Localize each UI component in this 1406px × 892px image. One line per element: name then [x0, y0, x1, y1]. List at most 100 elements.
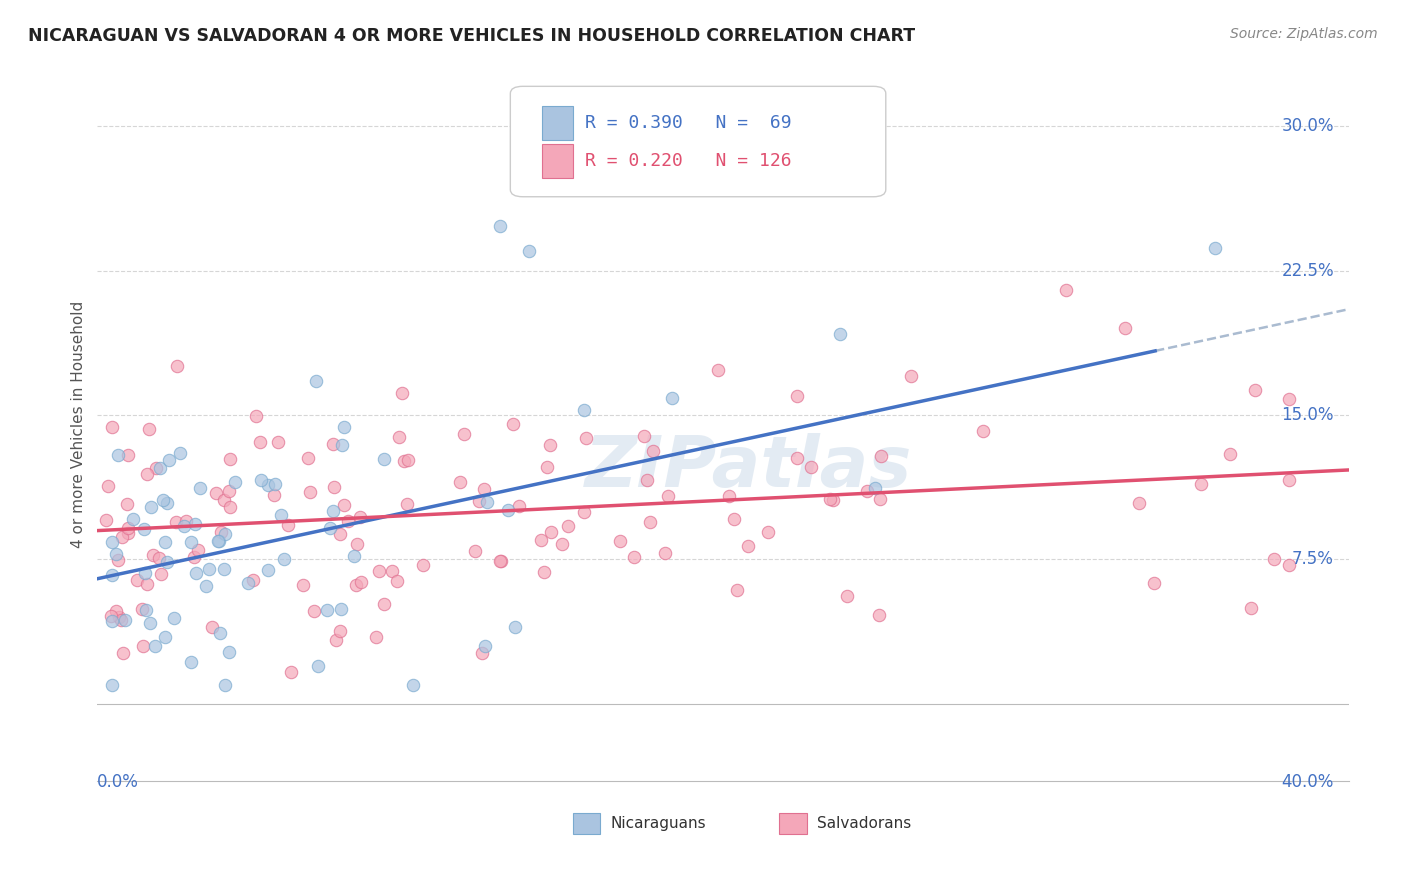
Point [381, 564, 404, 578]
Point [346, 536, 368, 550]
Text: 7.5%: 7.5% [1292, 550, 1334, 568]
Point [1189, 476, 1212, 491]
Point [868, 608, 890, 623]
Point [207, 534, 229, 549]
Point [869, 449, 891, 463]
Point [1219, 447, 1241, 461]
Point [756, 524, 779, 539]
Point [337, 514, 360, 528]
Point [305, 374, 328, 388]
Point [391, 385, 413, 400]
Point [152, 493, 174, 508]
Point [242, 574, 264, 588]
Point [115, 497, 138, 511]
Point [101, 615, 124, 629]
Point [209, 626, 232, 640]
Point [138, 422, 160, 436]
Point [449, 475, 471, 490]
Point [101, 534, 124, 549]
Point [149, 461, 172, 475]
Point [325, 632, 347, 647]
Point [865, 481, 887, 495]
Point [557, 518, 579, 533]
Point [395, 497, 418, 511]
Point [214, 678, 236, 692]
Point [1114, 321, 1136, 335]
Point [800, 460, 823, 475]
Point [373, 597, 395, 611]
Point [136, 577, 159, 591]
Point [201, 620, 224, 634]
Point [538, 437, 561, 451]
Point [207, 534, 229, 549]
Point [657, 489, 679, 503]
Point [218, 645, 240, 659]
Point [101, 567, 124, 582]
Point [1054, 283, 1077, 297]
FancyBboxPatch shape [541, 106, 572, 140]
Point [138, 615, 160, 630]
Point [1128, 496, 1150, 510]
Point [173, 519, 195, 533]
Point [540, 525, 562, 540]
Point [643, 443, 665, 458]
Point [134, 566, 156, 581]
Text: Source: ZipAtlas.com: Source: ZipAtlas.com [1230, 27, 1378, 41]
Point [551, 537, 574, 551]
Point [332, 419, 354, 434]
Point [174, 514, 197, 528]
Point [155, 630, 177, 644]
Point [219, 452, 242, 467]
Point [263, 477, 285, 491]
Point [250, 474, 273, 488]
Text: 15.0%: 15.0% [1281, 406, 1334, 424]
Point [100, 608, 122, 623]
Point [654, 546, 676, 560]
Point [111, 530, 134, 544]
Point [502, 417, 524, 431]
Point [135, 603, 157, 617]
Point [661, 391, 683, 405]
Point [205, 485, 228, 500]
Point [127, 574, 149, 588]
Text: Nicaraguans: Nicaraguans [610, 816, 706, 831]
Point [572, 505, 595, 519]
Point [143, 639, 166, 653]
FancyBboxPatch shape [779, 813, 807, 834]
Point [117, 526, 139, 541]
Text: 30.0%: 30.0% [1281, 117, 1334, 136]
Point [263, 488, 285, 502]
Point [488, 554, 510, 568]
Point [198, 562, 221, 576]
Point [184, 517, 207, 532]
Point [316, 603, 339, 617]
Point [188, 482, 211, 496]
Point [1244, 383, 1267, 397]
Point [150, 567, 173, 582]
Point [830, 326, 852, 341]
Point [636, 473, 658, 487]
Point [111, 646, 134, 660]
Point [786, 450, 808, 465]
Point [145, 461, 167, 475]
Point [718, 489, 741, 503]
Point [349, 509, 371, 524]
Point [219, 500, 242, 514]
Point [101, 678, 124, 692]
Point [1278, 392, 1301, 407]
Point [468, 494, 491, 508]
Point [307, 659, 329, 673]
Point [97, 479, 120, 493]
Point [548, 148, 571, 162]
Point [402, 678, 425, 692]
Point [633, 429, 655, 443]
Point [169, 446, 191, 460]
Point [157, 453, 180, 467]
Point [1204, 241, 1226, 255]
Point [575, 431, 598, 445]
Point [156, 555, 179, 569]
Point [209, 524, 232, 539]
Point [257, 477, 280, 491]
Point [496, 502, 519, 516]
Point [107, 553, 129, 567]
